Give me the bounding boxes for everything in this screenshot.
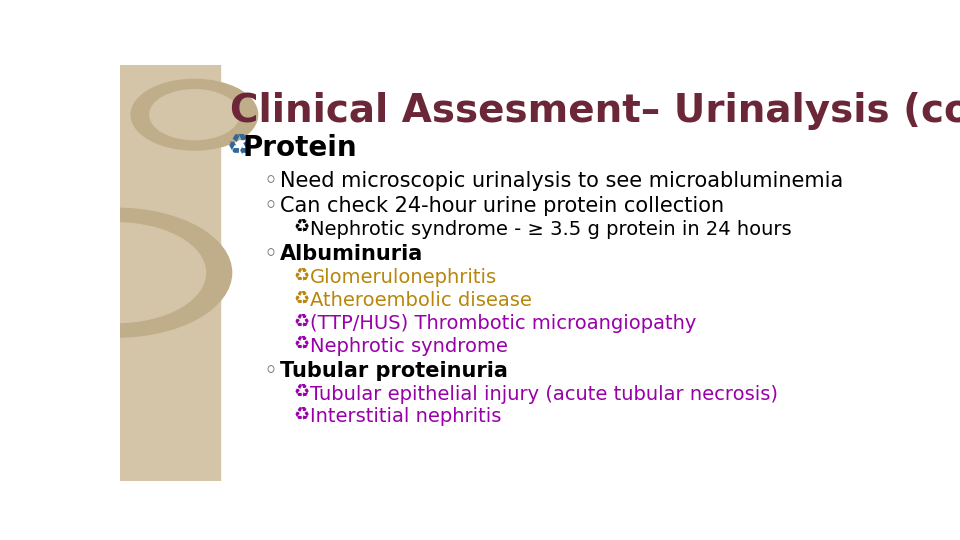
Text: Atheroembolic disease: Atheroembolic disease [310, 291, 532, 310]
Bar [120, 65, 221, 481]
Circle shape [132, 79, 257, 150]
Text: ◦: ◦ [264, 194, 277, 218]
Text: Interstitial nephritis: Interstitial nephritis [310, 408, 501, 427]
Text: ◦: ◦ [264, 242, 277, 266]
Text: Nephrotic syndrome - ≥ 3.5 g protein in 24 hours: Nephrotic syndrome - ≥ 3.5 g protein in … [310, 220, 791, 239]
Circle shape [150, 90, 239, 140]
Text: Need microscopic urinalysis to see microabluminemia: Need microscopic urinalysis to see micro… [280, 171, 843, 191]
Text: Albuminuria: Albuminuria [280, 244, 423, 264]
Circle shape [27, 223, 205, 322]
Text: Tubular epithelial injury (acute tubular necrosis): Tubular epithelial injury (acute tubular… [310, 384, 778, 403]
Text: Can check 24-hour urine protein collection: Can check 24-hour urine protein collecti… [280, 196, 724, 216]
Text: Tubular proteinuria: Tubular proteinuria [280, 361, 508, 381]
Text: ♻: ♻ [227, 132, 252, 160]
Text: ♻: ♻ [294, 336, 309, 354]
Text: Protein: Protein [243, 134, 357, 162]
Text: ◦: ◦ [264, 359, 277, 383]
Text: Glomerulonephritis: Glomerulonephritis [310, 268, 497, 287]
Circle shape [1, 208, 231, 337]
Text: ♻: ♻ [294, 384, 309, 402]
Text: ◦: ◦ [264, 169, 277, 193]
Text: Nephrotic syndrome: Nephrotic syndrome [310, 337, 508, 356]
Text: (TTP/HUS) Thrombotic microangiopathy: (TTP/HUS) Thrombotic microangiopathy [310, 314, 696, 333]
Text: ♻: ♻ [294, 268, 309, 286]
Text: Clinical Assesment– Urinalysis (cont.): Clinical Assesment– Urinalysis (cont.) [230, 92, 960, 130]
Text: ♻: ♻ [294, 291, 309, 309]
Text: ♻: ♻ [294, 314, 309, 332]
Text: ♻: ♻ [294, 219, 309, 237]
Text: ♻: ♻ [294, 407, 309, 425]
